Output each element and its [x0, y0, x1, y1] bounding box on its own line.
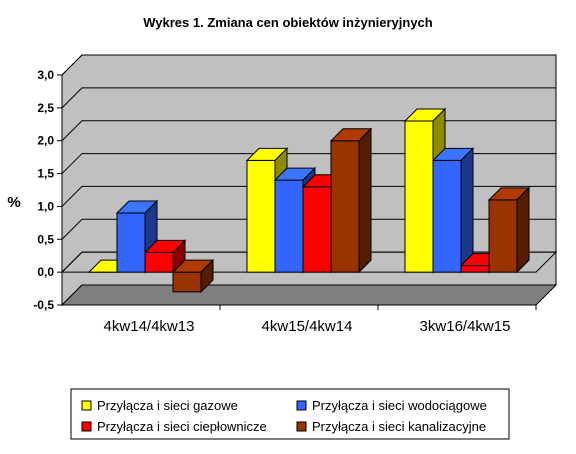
bar: [329, 127, 373, 274]
bar: [487, 186, 531, 274]
legend-box: [70, 388, 510, 440]
gridline: [61, 87, 556, 109]
legend-label: Przyłącza i sieci kanalizacyjne: [312, 419, 486, 434]
bar-side: [358, 127, 372, 274]
bar-side: [516, 186, 530, 274]
bar-front: [330, 140, 360, 273]
gridline: [61, 153, 556, 174]
bar-front: [274, 179, 304, 273]
bars: [87, 107, 531, 294]
bar-front: [172, 271, 202, 293]
x-axis: 4kw14/4kw13 4kw15/4kw14 3kw16/4kw15: [62, 304, 537, 335]
y-axis-label: %: [7, 194, 20, 211]
bar: [171, 258, 215, 294]
legend-swatch: [81, 421, 92, 432]
y-tick-label: 1,5: [37, 167, 54, 181]
legend: Przyłącza i sieci gazowe Przyłącza i siec…: [70, 388, 510, 440]
gridline: [61, 218, 556, 240]
bar-front: [432, 159, 462, 273]
gridline: [61, 185, 556, 207]
bar-front: [404, 120, 434, 273]
zero-plane: [60, 251, 558, 273]
chart-title: Wykres 1. Zmiana cen obiektów inżynieryj…: [143, 15, 433, 30]
bar: [143, 239, 187, 274]
legend-swatch: [296, 400, 307, 411]
bar-front: [460, 265, 490, 273]
bar-front: [246, 159, 276, 273]
bar-side: [460, 147, 474, 274]
x-tick-label: 4kw15/4kw14: [262, 318, 353, 335]
legend-swatch: [296, 421, 307, 432]
bar-front: [116, 212, 146, 273]
y-tick-label: 0,5: [37, 232, 54, 246]
x-tick-label: 3kw16/4kw15: [420, 318, 511, 335]
y-tick-label: 1,0: [37, 199, 54, 213]
y-tick-label: 2,0: [37, 134, 54, 148]
y-axis: 3,0 2,5 2,0 1,5 1,0 0,5 0,0 -0,5: [33, 68, 63, 312]
y-tick-label: 0,0: [37, 265, 54, 279]
bar: [431, 147, 475, 274]
gridline: [61, 120, 556, 142]
legend-label: Przyłącza i sieci ciepłownicze: [97, 419, 267, 434]
legend-label: Przyłącza i sieci wodociągowe: [312, 398, 487, 413]
y-tick-label: 2,5: [37, 101, 54, 115]
y-tick-label: -0,5: [33, 298, 54, 312]
bar-side: [200, 258, 214, 294]
bar-front: [302, 186, 332, 273]
bar-front: [144, 251, 174, 273]
legend-swatch: [81, 400, 92, 411]
y-tick-label: 3,0: [37, 68, 54, 82]
gridline: [61, 54, 556, 76]
x-tick-label: 4kw14/4kw13: [104, 318, 195, 335]
chart-floor-panel: [60, 284, 558, 306]
legend-label: Przyłącza i sieci gazowe: [97, 398, 238, 413]
bar-front: [488, 199, 518, 273]
